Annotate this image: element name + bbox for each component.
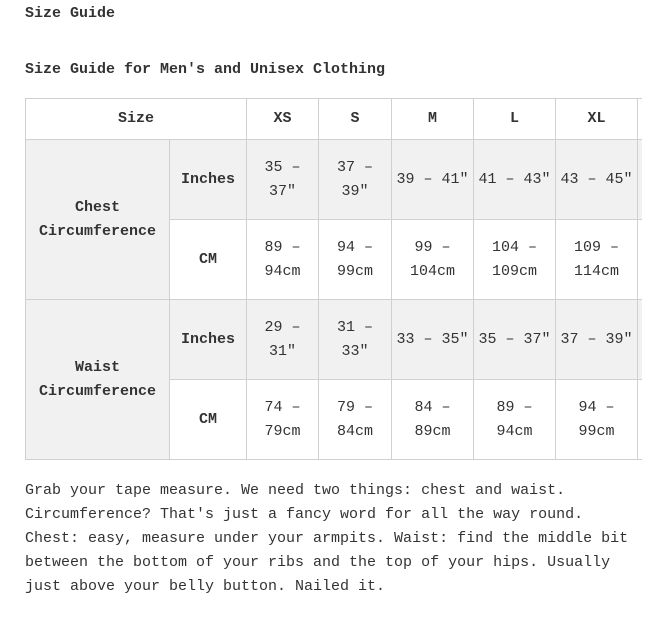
extra-cell <box>637 379 642 460</box>
extra-cell <box>637 139 642 220</box>
size-value: 104 – 109cm <box>473 219 557 300</box>
page-title: Size Guide <box>25 5 116 22</box>
size-value: 99 – 104cm <box>391 219 475 300</box>
measurement-label: Chest Circumference <box>25 139 170 300</box>
size-m: M <box>391 98 475 140</box>
size-value: 89 – 94cm <box>473 379 557 460</box>
measurement-label: Waist Circumference <box>25 299 170 460</box>
size-value: 39 – 41" <box>391 139 475 220</box>
table-row: Waist Circumference Inches 29 – 31" 31 – 33… <box>25 299 642 460</box>
size-value: 43 – 45" <box>555 139 639 220</box>
header-row: Size XS S M L XL <box>25 98 642 140</box>
unit-label: CM <box>168 219 248 300</box>
size-value: 84 – 89cm <box>391 379 475 460</box>
size-table: Size XS S M L XL Chest Circumference Inch… <box>25 98 642 460</box>
size-value: 37 – 39" <box>318 139 393 220</box>
size-value: 94 – 99cm <box>318 219 393 300</box>
size-value: 74 – 79cm <box>246 379 320 460</box>
size-extra <box>637 98 642 140</box>
size-value: 29 – 31" <box>246 299 320 380</box>
size-value: 109 – 114cm <box>555 219 639 300</box>
size-value: 41 – 43" <box>473 139 557 220</box>
table-row: CM 89 – 94cm 94 – 99cm 99 – 104cm 104 – 109c… <box>26 219 642 300</box>
size-value: 94 – 99cm <box>555 379 639 460</box>
unit-label: Inches <box>168 139 248 220</box>
extra-cell <box>637 299 642 380</box>
size-value: 33 – 35" <box>391 299 475 380</box>
measure-instructions: Grab your tape measure. We need two thin… <box>25 482 629 595</box>
size-l: L <box>473 98 557 140</box>
size-xs: XS <box>246 98 320 140</box>
size-s: S <box>318 98 393 140</box>
size-value: 89 – 94cm <box>246 219 320 300</box>
table-row: Chest Circumference Inches 35 – 37" 37 – 39… <box>25 139 642 300</box>
section-title: Size Guide for Men's and Unisex Clothing <box>25 61 386 78</box>
size-value: 31 – 33" <box>318 299 393 380</box>
size-value: 79 – 84cm <box>318 379 393 460</box>
size-value: 37 – 39" <box>555 299 639 380</box>
size-value: 35 – 37" <box>246 139 320 220</box>
size-table-container: Size XS S M L XL Chest Circumference Inch… <box>25 98 642 460</box>
extra-cell <box>637 219 642 300</box>
unit-label: Inches <box>168 299 248 380</box>
table-row: CM 74 – 79cm 79 – 84cm 84 – 89cm 89 – 94cm 94… <box>26 379 642 460</box>
size-header: Size <box>25 98 248 140</box>
size-value: 35 – 37" <box>473 299 557 380</box>
size-xl: XL <box>555 98 639 140</box>
unit-label: CM <box>168 379 248 460</box>
